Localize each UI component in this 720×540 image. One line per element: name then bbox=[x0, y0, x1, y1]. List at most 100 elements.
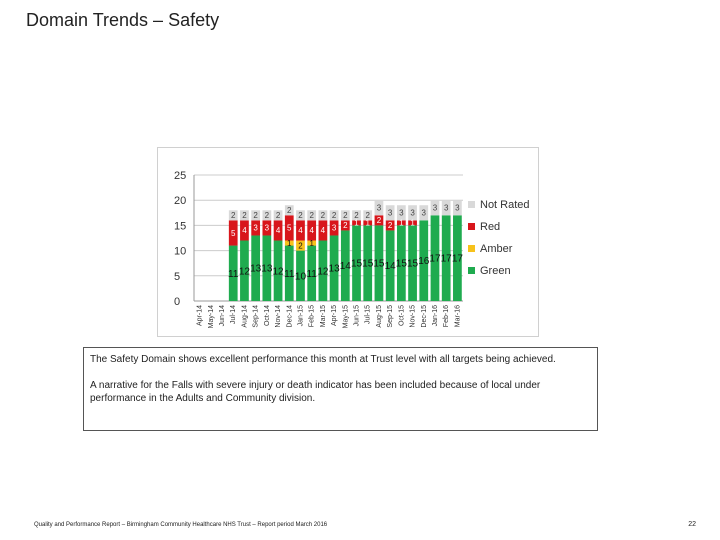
data-label: 2 bbox=[287, 206, 292, 215]
x-tick-label: Oct-15 bbox=[398, 305, 405, 326]
bar-segment-green bbox=[396, 225, 406, 301]
data-label: 3 bbox=[422, 209, 427, 218]
data-label: 3 bbox=[399, 209, 404, 218]
data-label: 13 bbox=[261, 264, 273, 275]
data-label: 1 bbox=[309, 239, 314, 248]
data-label: 15 bbox=[351, 259, 363, 270]
y-tick-label: 20 bbox=[174, 195, 186, 207]
data-label: 3 bbox=[388, 209, 393, 218]
bar-segment-not-rated bbox=[262, 210, 272, 221]
data-label: 4 bbox=[321, 226, 326, 235]
bar-segment-not-rated bbox=[352, 210, 361, 221]
x-tick-label: Mar-15 bbox=[320, 305, 327, 327]
y-tick-label: 25 bbox=[174, 170, 186, 182]
bar-segment-red bbox=[307, 220, 317, 241]
y-tick-label: 0 bbox=[174, 296, 180, 308]
data-label: 12 bbox=[317, 266, 329, 277]
bar-segment-green bbox=[240, 240, 249, 301]
data-label: 3 bbox=[433, 204, 438, 213]
x-tick-label: Apr-14 bbox=[197, 305, 204, 326]
data-label: 2 bbox=[298, 211, 303, 220]
x-tick-label: Jul-15 bbox=[365, 305, 372, 324]
data-label: 14 bbox=[385, 261, 397, 272]
bar-segment-red bbox=[240, 220, 249, 241]
data-label: 2 bbox=[298, 241, 303, 250]
bar-segment-red bbox=[284, 215, 294, 241]
narrative-box: The Safety Domain shows excellent perfor… bbox=[83, 347, 598, 431]
bar-segment-red bbox=[296, 220, 305, 241]
data-label: 4 bbox=[242, 226, 247, 235]
data-label: 3 bbox=[410, 209, 415, 218]
bar-segment-not-rated bbox=[441, 200, 451, 216]
chart-gridlines bbox=[193, 174, 463, 302]
data-label: 2 bbox=[377, 216, 382, 225]
data-label: 10 bbox=[295, 271, 307, 282]
bar-segment-red bbox=[262, 220, 272, 236]
chart-data-labels: 1152124213321332124211152102421114212421… bbox=[228, 204, 463, 283]
bar-segment-not-rated bbox=[251, 210, 261, 221]
legend-label: Red bbox=[480, 221, 500, 233]
x-tick-label: Apr-15 bbox=[331, 305, 338, 326]
data-label: 1 bbox=[354, 219, 359, 228]
bar-segment-red bbox=[374, 215, 384, 226]
bar-segment-red bbox=[329, 220, 339, 236]
bar-segment-not-rated bbox=[419, 205, 429, 221]
data-label: 11 bbox=[306, 269, 317, 280]
y-tick-label: 10 bbox=[174, 246, 186, 258]
x-tick-label: Aug-15 bbox=[376, 305, 383, 328]
bar-segment-green bbox=[318, 240, 328, 301]
bar-segment-not-rated bbox=[430, 200, 440, 216]
data-label: 17 bbox=[429, 254, 441, 265]
data-label: 15 bbox=[407, 259, 419, 270]
x-tick-label: Oct-14 bbox=[264, 305, 271, 326]
data-label: 1 bbox=[366, 219, 371, 228]
bar-segment-green bbox=[363, 225, 373, 301]
data-label: 2 bbox=[231, 211, 236, 220]
bar-segment-green bbox=[251, 235, 261, 301]
data-label: 2 bbox=[265, 211, 270, 220]
bar-segment-green bbox=[430, 215, 440, 301]
bar-segment-not-rated bbox=[385, 205, 395, 221]
bar-segment-not-rated bbox=[296, 210, 305, 221]
data-label: 2 bbox=[343, 221, 348, 230]
x-tick-label: Jan-16 bbox=[432, 305, 439, 327]
y-tick-label: 15 bbox=[174, 220, 186, 232]
bar-segment-not-rated bbox=[363, 210, 373, 221]
bar-segment-not-rated bbox=[228, 210, 238, 221]
legend-swatch bbox=[468, 223, 475, 230]
chart-bars bbox=[228, 200, 462, 301]
y-tick-label: 5 bbox=[174, 271, 180, 283]
data-label: 14 bbox=[340, 261, 352, 272]
x-tick-label: Mar-16 bbox=[454, 305, 461, 327]
legend-label: Amber bbox=[480, 243, 513, 255]
bar-segment-not-rated bbox=[273, 210, 283, 221]
x-tick-label: Jul-14 bbox=[230, 305, 237, 324]
data-label: 17 bbox=[452, 254, 464, 265]
bar-segment-green bbox=[441, 215, 451, 301]
bar-segment-green bbox=[307, 245, 317, 301]
data-label: 1 bbox=[410, 219, 415, 228]
bar-segment-green bbox=[419, 220, 429, 301]
data-label: 1 bbox=[399, 219, 404, 228]
bar-segment-red bbox=[396, 220, 406, 226]
data-label: 3 bbox=[265, 224, 270, 233]
data-label: 4 bbox=[298, 226, 303, 235]
data-label: 4 bbox=[309, 226, 314, 235]
bar-segment-red bbox=[385, 220, 395, 231]
x-tick-label: May-15 bbox=[342, 305, 349, 328]
x-tick-label: Dec-14 bbox=[286, 305, 293, 328]
bar-segment-not-rated bbox=[408, 205, 417, 221]
legend-swatch bbox=[468, 201, 475, 208]
data-label: 3 bbox=[377, 204, 382, 213]
x-tick-label: Nov-14 bbox=[275, 305, 282, 328]
bar-segment-green bbox=[453, 215, 462, 301]
data-label: 2 bbox=[321, 211, 326, 220]
data-label: 2 bbox=[242, 211, 247, 220]
bar-segment-amber bbox=[296, 240, 305, 251]
bar-segment-not-rated bbox=[318, 210, 328, 221]
x-tick-label: Sep-14 bbox=[253, 305, 260, 328]
bar-segment-not-rated bbox=[374, 200, 384, 216]
legend-label: Not Rated bbox=[480, 199, 530, 211]
data-label: 12 bbox=[273, 266, 285, 277]
